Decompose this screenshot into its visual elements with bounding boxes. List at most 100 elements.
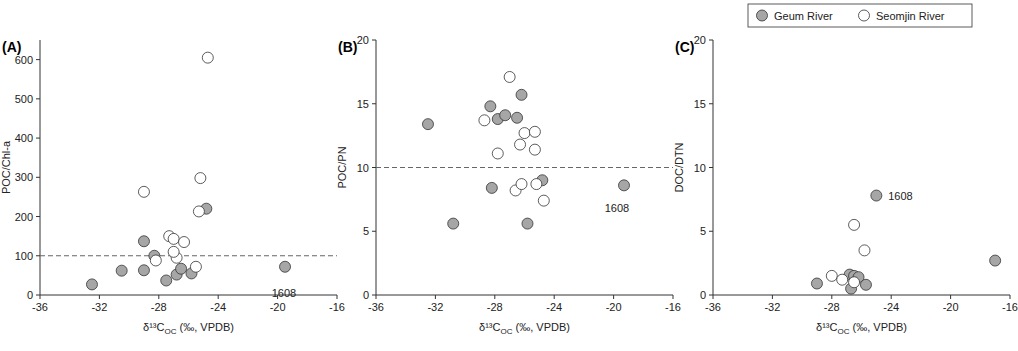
y-tick-label: 20 bbox=[694, 34, 706, 46]
x-tick bbox=[376, 295, 377, 299]
x-tick bbox=[772, 295, 773, 299]
point bbox=[531, 179, 542, 190]
x-tick bbox=[831, 295, 832, 299]
reference-line bbox=[40, 255, 337, 256]
y-tick-label: 0 bbox=[27, 289, 33, 301]
point bbox=[138, 236, 149, 247]
y-tick-label: 300 bbox=[15, 171, 33, 183]
x-tick-label: -28 bbox=[824, 301, 840, 313]
x-tick bbox=[158, 295, 159, 299]
y-tick-label: 5 bbox=[363, 225, 369, 237]
x-tick-label: -16 bbox=[1002, 301, 1018, 313]
x-tick-label: -16 bbox=[329, 301, 345, 313]
y-axis-label: POC/Chl-a bbox=[0, 140, 12, 194]
y-tick bbox=[36, 295, 40, 296]
point bbox=[479, 115, 490, 126]
legend-box bbox=[748, 4, 972, 27]
x-tick-label: -32 bbox=[427, 301, 443, 313]
y-axis-label: POC/PN bbox=[336, 146, 348, 188]
point bbox=[150, 255, 161, 266]
x-tick-label: -36 bbox=[368, 301, 384, 313]
panel: 0100200300400500600-36-32-28-24-20-16(A)… bbox=[0, 39, 345, 336]
y-axis-line bbox=[40, 40, 41, 295]
point bbox=[522, 218, 533, 229]
y-tick-label: 400 bbox=[15, 132, 33, 144]
x-tick bbox=[613, 295, 614, 299]
point bbox=[486, 182, 497, 193]
y-tick-label: 15 bbox=[694, 98, 706, 110]
panel: 05101520-36-32-28-24-20-16(C)DOC/DTNδ¹³C… bbox=[673, 34, 1018, 336]
x-tick-label: -32 bbox=[764, 301, 780, 313]
x-axis-label: δ¹³COC (‰, VPDB) bbox=[479, 321, 570, 336]
x-tick-label: -24 bbox=[883, 301, 899, 313]
legend-marker bbox=[757, 10, 768, 21]
point bbox=[448, 218, 459, 229]
y-tick-label: 5 bbox=[700, 225, 706, 237]
y-tick-label: 0 bbox=[700, 289, 706, 301]
point bbox=[500, 110, 511, 121]
point bbox=[515, 139, 526, 150]
x-tick-label: -32 bbox=[91, 301, 107, 313]
point bbox=[202, 52, 213, 63]
plot-area bbox=[811, 190, 1000, 294]
y-tick bbox=[372, 103, 376, 104]
point bbox=[138, 186, 149, 197]
y-tick bbox=[372, 295, 376, 296]
y-axis-label: DOC/DTN bbox=[673, 142, 685, 192]
legend-marker bbox=[859, 10, 870, 21]
reference-line bbox=[376, 167, 673, 168]
point bbox=[618, 180, 629, 191]
point bbox=[516, 179, 527, 190]
x-tick bbox=[40, 295, 41, 299]
x-tick bbox=[337, 295, 338, 299]
point bbox=[529, 144, 540, 155]
x-tick-label: -36 bbox=[32, 301, 48, 313]
annotation: 1608 bbox=[605, 202, 629, 214]
y-tick-label: 0 bbox=[363, 289, 369, 301]
point bbox=[86, 279, 97, 290]
panel: 05101520-36-32-28-24-20-16(B)POC/PNδ¹³CO… bbox=[336, 34, 681, 336]
point bbox=[492, 148, 503, 159]
y-tick bbox=[36, 255, 40, 256]
plot-area bbox=[40, 52, 337, 290]
x-tick-label: -28 bbox=[487, 301, 503, 313]
y-tick bbox=[36, 59, 40, 60]
y-tick bbox=[709, 40, 713, 41]
y-tick-label: 20 bbox=[357, 34, 369, 46]
x-tick bbox=[1010, 295, 1011, 299]
y-tick-label: 500 bbox=[15, 93, 33, 105]
point bbox=[190, 261, 201, 272]
point bbox=[860, 279, 871, 290]
x-axis-line bbox=[713, 295, 1010, 296]
point bbox=[538, 195, 549, 206]
point bbox=[871, 190, 882, 201]
point bbox=[529, 126, 540, 137]
panel-label: (A) bbox=[2, 39, 21, 55]
x-axis-label: δ¹³COC (‰, VPDB) bbox=[143, 321, 234, 336]
point bbox=[504, 71, 515, 82]
legend: Geum RiverSeomjin River bbox=[748, 4, 972, 27]
y-tick-label: 100 bbox=[15, 250, 33, 262]
legend-label: Geum River bbox=[774, 10, 833, 22]
y-tick-label: 600 bbox=[15, 54, 33, 66]
x-tick-label: -36 bbox=[705, 301, 721, 313]
point bbox=[168, 246, 179, 257]
point bbox=[519, 128, 530, 139]
y-tick-label: 10 bbox=[357, 162, 369, 174]
y-tick bbox=[36, 98, 40, 99]
point bbox=[195, 173, 206, 184]
x-tick-label: -20 bbox=[606, 301, 622, 313]
y-tick bbox=[709, 295, 713, 296]
y-tick-label: 10 bbox=[694, 162, 706, 174]
point bbox=[168, 233, 179, 244]
point bbox=[849, 219, 860, 230]
x-axis-line bbox=[376, 295, 673, 296]
panel-label: (C) bbox=[675, 39, 694, 55]
y-tick bbox=[36, 216, 40, 217]
point bbox=[116, 265, 127, 276]
point bbox=[179, 237, 190, 248]
x-tick-label: -20 bbox=[270, 301, 286, 313]
y-tick bbox=[709, 167, 713, 168]
x-tick bbox=[713, 295, 714, 299]
x-tick bbox=[99, 295, 100, 299]
